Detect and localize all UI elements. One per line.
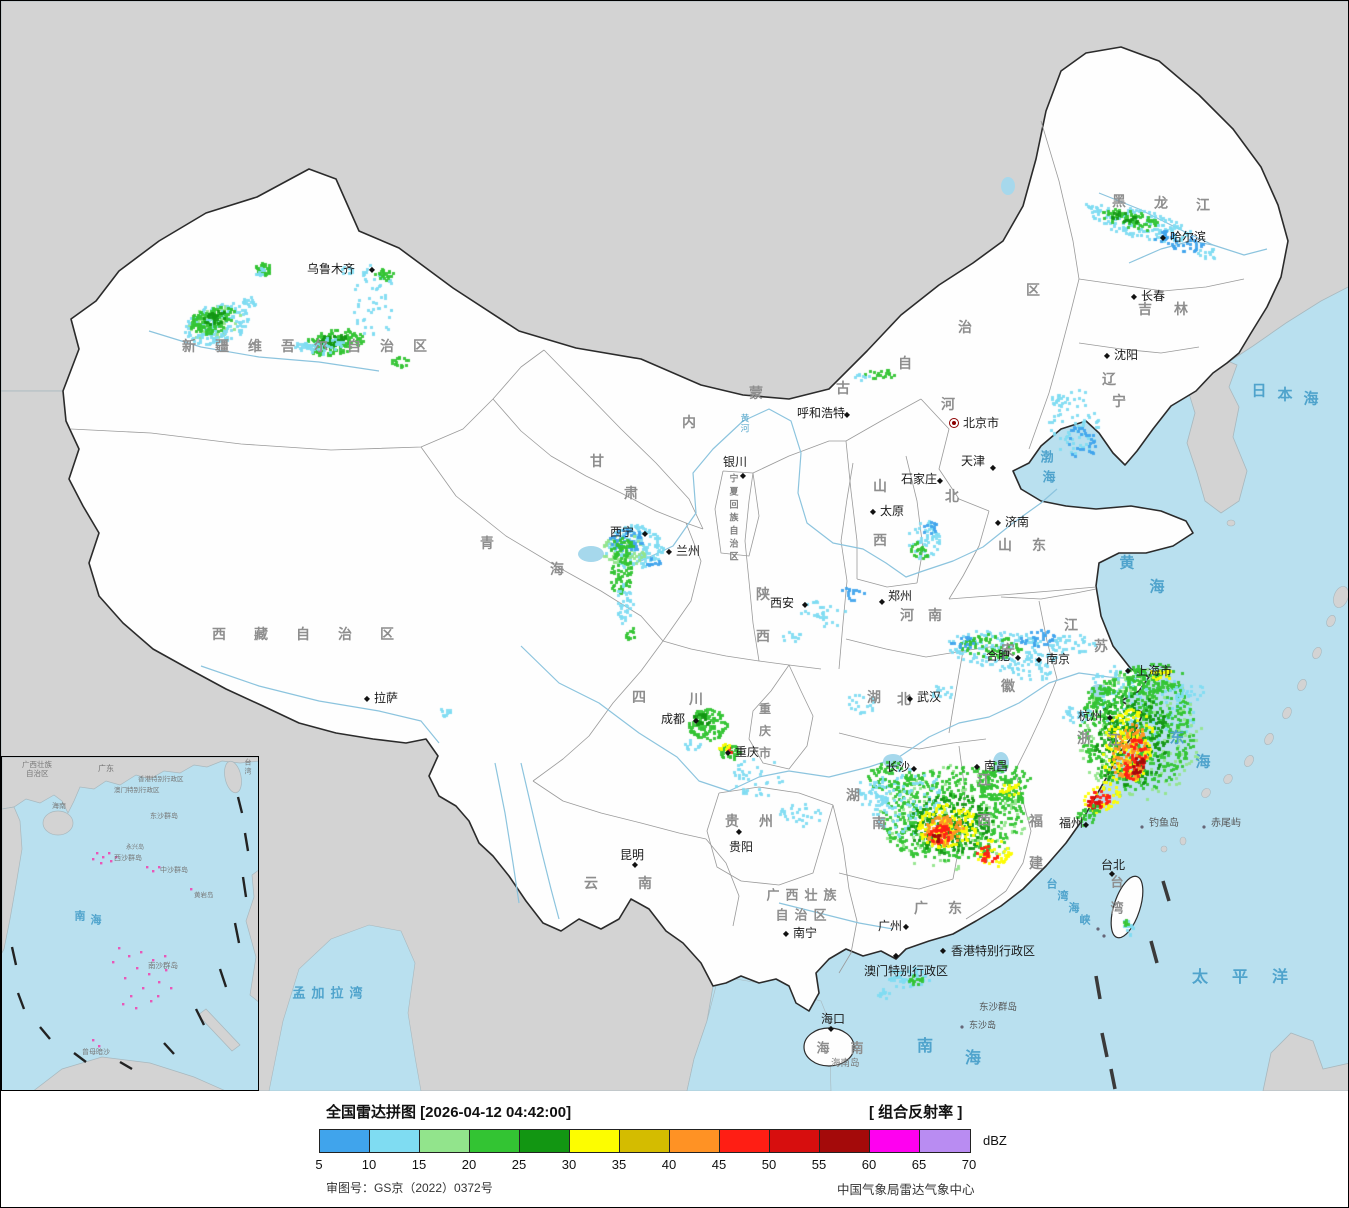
colorbar-cell: [420, 1130, 470, 1152]
inset-reef-dot: [152, 959, 155, 962]
inset-reef-dot: [96, 852, 99, 855]
inset-land: [2, 806, 23, 954]
inset-reef-dot: [92, 1039, 95, 1042]
inset-reef-dot: [158, 981, 161, 984]
colorbar-cell: [770, 1130, 820, 1152]
inset-nine-dash: [73, 1052, 87, 1063]
colorbar-cell: [370, 1130, 420, 1152]
inset-nine-dash: [10, 946, 18, 966]
colorbar-tick: 30: [561, 1157, 577, 1172]
inset-reef-dot: [165, 969, 168, 972]
inset-reef-dot: [142, 987, 145, 990]
inset-reef-dot: [102, 856, 105, 859]
colorbar-tick: 50: [761, 1157, 777, 1172]
colorbar-tick: 65: [911, 1157, 927, 1172]
colorbar-cell: [620, 1130, 670, 1152]
inset-reef-dot: [128, 955, 131, 958]
unit-label: dBZ: [983, 1133, 1007, 1148]
inset-reef-dot: [146, 866, 149, 869]
colorbar: [319, 1129, 971, 1153]
colorbar-tick: 45: [711, 1157, 727, 1172]
inset-reef-dot: [108, 852, 111, 855]
colorbar-tick: 55: [811, 1157, 827, 1172]
colorbar-cell: [320, 1130, 370, 1152]
inset-reef-dot: [136, 967, 139, 970]
colorbar-cell: [870, 1130, 920, 1152]
colorbar-cell: [720, 1130, 770, 1152]
colorbar-tick: 70: [961, 1157, 977, 1172]
inset-reef-dot: [158, 866, 161, 869]
south-china-sea-inset: 广西壮族 自治区 广东 香港特别行政区 澳门特别行政区台湾东沙群岛 海南 西沙群岛 永兴岛 中沙…: [1, 756, 259, 1091]
inset-reef-dot: [190, 888, 193, 891]
colorbar-tick: 10: [361, 1157, 377, 1172]
inset-reef-dot: [122, 1003, 125, 1006]
colorbar-cell: [570, 1130, 620, 1152]
inset-land: [2, 757, 258, 814]
approval-number: 审图号：GS京（2022）0372号: [326, 1181, 493, 1195]
inset-reef-dot: [124, 977, 127, 980]
inset-reef-dot: [100, 862, 103, 865]
colorbar-tick: 60: [861, 1157, 877, 1172]
inset-nine-dash: [233, 922, 241, 944]
colorbar-cell: [520, 1130, 570, 1152]
inset-reef-dot: [98, 1045, 101, 1048]
inset-reef-dot: [164, 955, 167, 958]
inset-nine-dash: [39, 1026, 51, 1040]
inset-reef-dot: [115, 856, 118, 859]
inset-sea: [2, 757, 258, 1090]
inset-reef-dot: [150, 1000, 153, 1003]
inset-map-svg: [2, 757, 258, 1090]
inset-reef-dot: [112, 961, 115, 964]
inset-reef-dot: [110, 860, 113, 863]
legend-panel: 全国雷达拼图 [2026-04-12 04:42:00] [ 组合反射率 ] 5…: [1, 1091, 1348, 1207]
colorbar-tick: 40: [661, 1157, 677, 1172]
china-weather-map: 黑龙江吉林辽宁内蒙古自治区新疆维吾尔自治区西藏自治区青海甘肃四川云南贵州广西壮族…: [1, 1, 1348, 1091]
inset-reef-dot: [157, 995, 160, 998]
inset-land: [245, 870, 258, 1002]
colorbar-tick: 35: [611, 1157, 627, 1172]
inset-nine-dash: [16, 992, 26, 1010]
inset-reef-dot: [92, 858, 95, 861]
inset-nine-dash: [236, 796, 244, 814]
inset-nine-dash: [119, 1060, 133, 1071]
inset-nine-dash: [243, 832, 250, 852]
inset-island: [42, 810, 74, 836]
inset-land: [197, 1008, 241, 1052]
colorbar-tick: 15: [411, 1157, 427, 1172]
credit: 中国气象局雷达气象中心: [837, 1183, 975, 1197]
inset-nine-dash: [194, 1008, 206, 1026]
colorbar-cell: [470, 1130, 520, 1152]
inset-reef-dot: [148, 973, 151, 976]
colorbar-cell: [820, 1130, 870, 1152]
inset-nine-dash: [163, 1042, 175, 1055]
inset-nine-dash: [218, 968, 228, 988]
map-title: 全国雷达拼图 [2026-04-12 04:42:00]: [326, 1104, 572, 1121]
colorbar-tick: 5: [315, 1157, 323, 1172]
product-label: [ 组合反射率 ]: [869, 1104, 963, 1121]
inset-reef-dot: [152, 870, 155, 873]
colorbar-cell: [670, 1130, 720, 1152]
inset-reef-dot: [118, 947, 121, 950]
colorbar-cell: [920, 1130, 970, 1152]
inset-land: [34, 1056, 225, 1090]
inset-reef-dot: [170, 987, 173, 990]
colorbar-tick: 20: [461, 1157, 477, 1172]
inset-island: [224, 760, 242, 794]
inset-reef-dot: [130, 995, 133, 998]
inset-reef-dot: [140, 951, 143, 954]
colorbar-tick: 25: [511, 1157, 527, 1172]
inset-nine-dash: [241, 876, 248, 898]
inset-reef-dot: [135, 1007, 138, 1010]
